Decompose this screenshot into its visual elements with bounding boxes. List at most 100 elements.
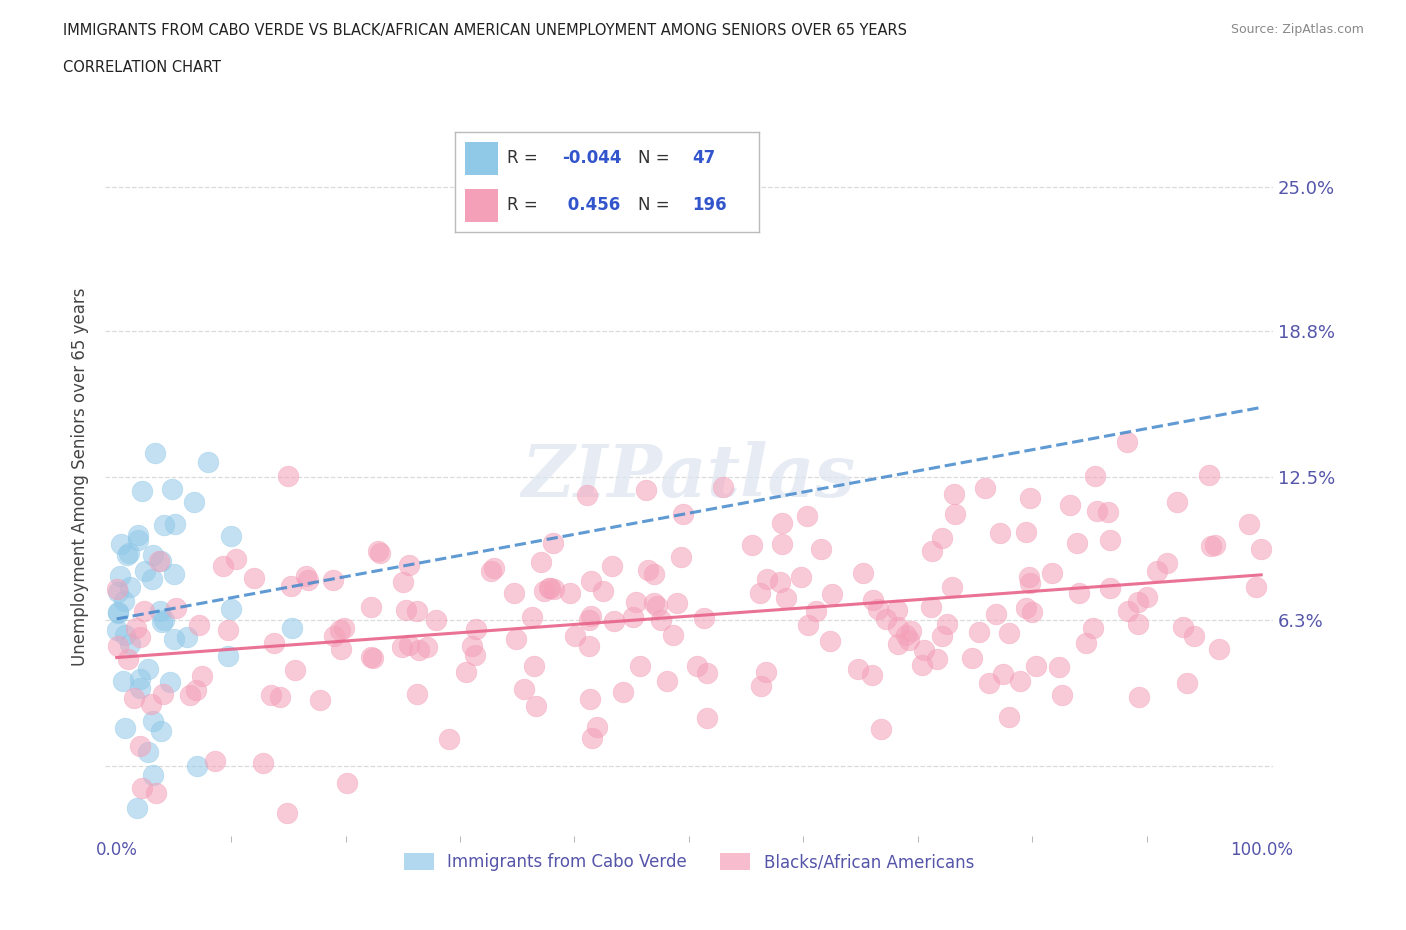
Point: [269, 689, 291, 704]
Point: [621, 609, 644, 624]
Point: [336, 775, 359, 790]
Point: [370, 545, 392, 560]
Point: [1115, 434, 1137, 449]
Point: [150, 615, 173, 630]
Point: [217, 648, 239, 663]
Point: [810, 542, 832, 557]
Point: [524, 698, 547, 713]
Point: [1128, 689, 1150, 704]
Point: [479, 564, 502, 578]
Point: [600, 559, 623, 574]
Point: [581, 731, 603, 746]
Point: [277, 469, 299, 484]
Point: [887, 619, 910, 634]
Point: [770, 537, 793, 551]
Point: [686, 659, 709, 674]
Point: [204, 753, 226, 768]
Point: [186, 758, 208, 773]
Point: [821, 587, 844, 602]
Point: [252, 755, 274, 770]
Point: [988, 525, 1011, 540]
Point: [1182, 629, 1205, 644]
Point: [820, 633, 842, 648]
Point: [125, 800, 148, 815]
Point: [1171, 619, 1194, 634]
Point: [308, 693, 330, 708]
Point: [482, 561, 505, 576]
Point: [456, 664, 478, 679]
Point: [661, 628, 683, 643]
Point: [866, 601, 889, 616]
Point: [107, 639, 129, 654]
Point: [112, 593, 135, 608]
Point: [1047, 659, 1070, 674]
Point: [797, 618, 820, 632]
Point: [645, 599, 668, 614]
Point: [960, 651, 983, 666]
Point: [603, 613, 626, 628]
Point: [163, 566, 186, 581]
Point: [579, 574, 602, 589]
Point: [322, 573, 344, 588]
Point: [112, 674, 135, 689]
Point: [530, 554, 553, 569]
Point: [461, 639, 484, 654]
Point: [333, 621, 356, 636]
Point: [775, 591, 797, 605]
Point: [505, 631, 527, 646]
Point: [139, 697, 162, 711]
Point: [107, 606, 129, 621]
Point: [1166, 495, 1188, 510]
Point: [163, 631, 186, 646]
Point: [398, 558, 420, 573]
Point: [391, 575, 413, 590]
Point: [136, 661, 159, 676]
Point: [1085, 503, 1108, 518]
Point: [578, 639, 600, 654]
Point: [804, 604, 827, 618]
Point: [740, 538, 762, 552]
Point: [120, 579, 142, 594]
Point: [134, 564, 156, 578]
Point: [276, 805, 298, 820]
Point: [221, 602, 243, 617]
Point: [1204, 538, 1226, 552]
Point: [1116, 604, 1139, 618]
Point: [900, 623, 922, 638]
Point: [911, 658, 934, 672]
Point: [941, 579, 963, 594]
Point: [1097, 505, 1119, 520]
Point: [1146, 564, 1168, 578]
Point: [131, 780, 153, 795]
Point: [145, 446, 167, 461]
Point: [1128, 594, 1150, 609]
Point: [127, 527, 149, 542]
Point: [592, 584, 614, 599]
Point: [405, 686, 427, 701]
Point: [643, 566, 665, 581]
Point: [360, 600, 382, 615]
Point: [159, 674, 181, 689]
Point: [886, 603, 908, 618]
Point: [931, 530, 953, 545]
Point: [672, 506, 695, 521]
Point: [1015, 525, 1038, 539]
Point: [796, 509, 818, 524]
Point: [1198, 467, 1220, 482]
Point: [626, 594, 648, 609]
Point: [693, 611, 716, 626]
Point: [1098, 581, 1121, 596]
Point: [153, 612, 176, 627]
Point: [585, 719, 607, 734]
Point: [1052, 687, 1074, 702]
Point: [166, 601, 188, 616]
Point: [1128, 617, 1150, 631]
Point: [142, 767, 165, 782]
Point: [579, 608, 602, 623]
Point: [1010, 673, 1032, 688]
Point: [860, 668, 883, 683]
Point: [755, 665, 778, 680]
Point: [1018, 490, 1040, 505]
Point: [927, 652, 949, 667]
Point: [105, 581, 128, 596]
